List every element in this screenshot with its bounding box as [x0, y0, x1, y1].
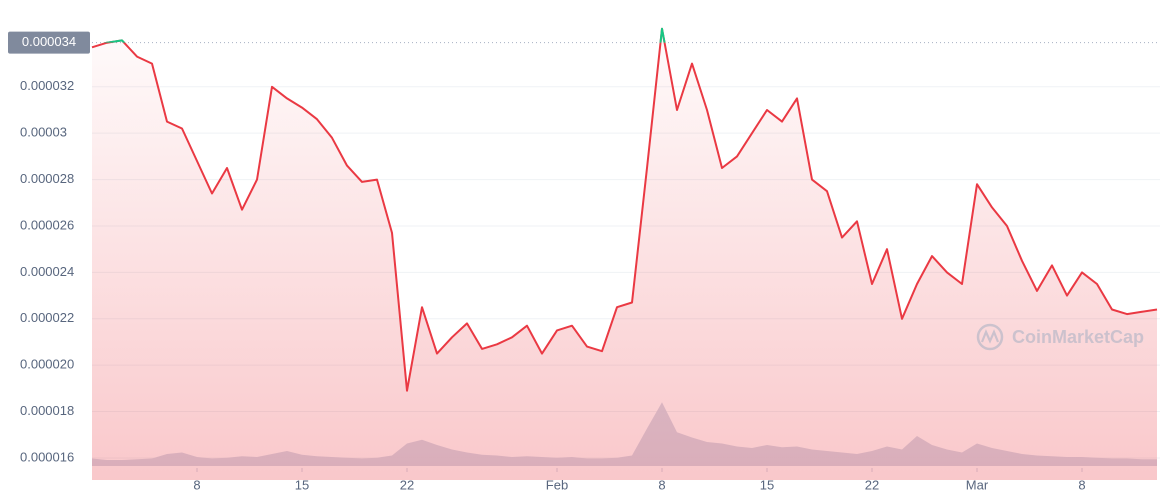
y-tick-label: 0.000022 [20, 310, 74, 325]
x-tick-label: 22 [865, 477, 879, 492]
x-tick-label: Feb [546, 477, 568, 492]
y-tick-label: 0.000016 [20, 449, 74, 464]
y-tick-label: 0.000026 [20, 217, 74, 232]
watermark: CoinMarketCap [976, 323, 1144, 351]
y-tick-label: 0.000032 [20, 78, 74, 93]
watermark-text: CoinMarketCap [1012, 327, 1144, 347]
x-tick-label: Mar [966, 477, 989, 492]
x-tick-label: 8 [1078, 477, 1085, 492]
price-area [92, 28, 1157, 481]
reference-label-box [8, 31, 90, 54]
x-tick-label: 15 [295, 477, 309, 492]
y-tick-label: 0.000024 [20, 264, 74, 279]
price-line [91, 27, 1158, 392]
x-tick-label: 22 [400, 477, 414, 492]
y-tick-label: 0.000028 [20, 171, 74, 186]
x-tick-label: 15 [760, 477, 774, 492]
y-tick-label: 0.00003 [20, 125, 67, 140]
x-tick-label: 8 [658, 477, 665, 492]
x-tick-label: 8 [193, 477, 200, 492]
y-tick-label: 0.000020 [20, 357, 74, 372]
y-tick-label: 0.000018 [20, 403, 74, 418]
reference-label: 0.000034 [22, 34, 76, 49]
